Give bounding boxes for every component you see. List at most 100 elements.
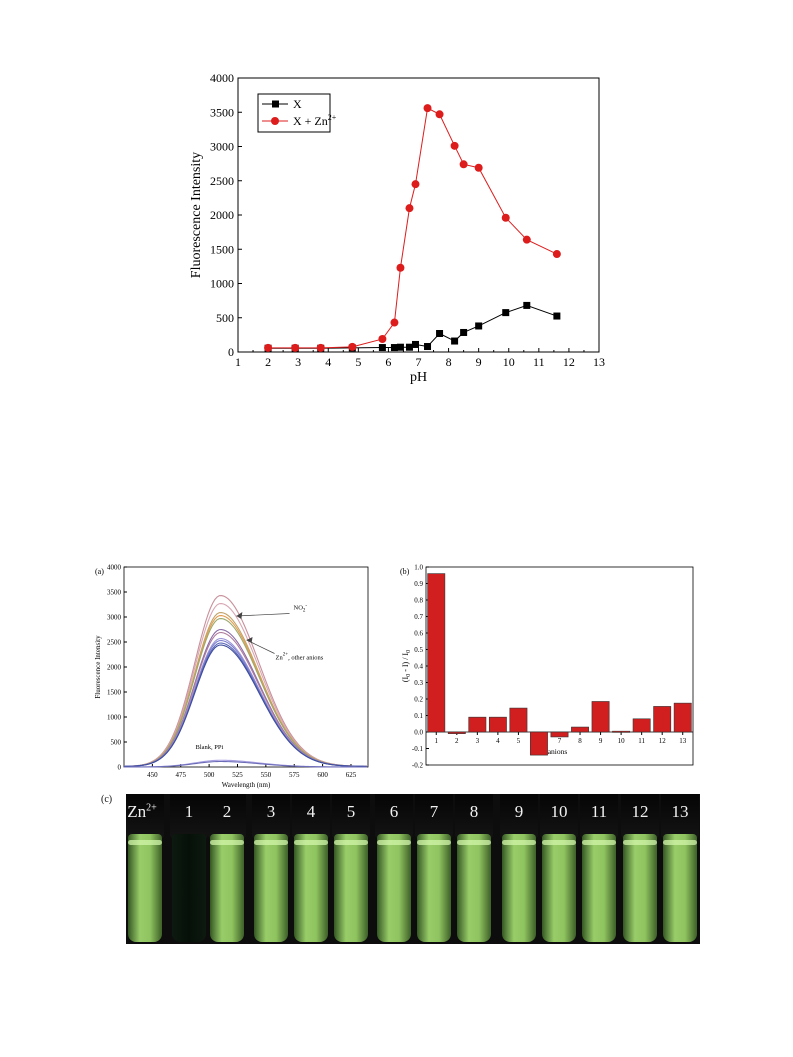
x-axis-label: anions bbox=[548, 747, 568, 756]
spectrum-line-10 bbox=[123, 644, 367, 767]
x-tick-label: 600 bbox=[317, 771, 328, 779]
x-tick-label: 12 bbox=[563, 355, 575, 369]
annotation-arrow bbox=[236, 613, 290, 617]
vial-label: 4 bbox=[306, 802, 316, 821]
x-tick-label: 13 bbox=[679, 737, 687, 745]
vial-label: 10 bbox=[550, 802, 568, 821]
bar bbox=[591, 701, 610, 733]
x-tick-label: 1 bbox=[235, 355, 241, 369]
y-tick-label: 0.7 bbox=[414, 613, 423, 621]
x-tick-label: 8 bbox=[446, 355, 452, 369]
y-axis-label: (I0 - I) / I0 bbox=[401, 650, 412, 682]
bar bbox=[632, 718, 651, 733]
vial-photo: Zn2+ 1 2 3 4 5 6 7 8 9 10 11 12 13 bbox=[126, 794, 700, 944]
data-point bbox=[475, 322, 483, 330]
vial-label: 7 bbox=[429, 802, 439, 821]
data-point bbox=[474, 163, 483, 172]
x-tick-label: 525 bbox=[232, 771, 243, 779]
spectrum-line-9 bbox=[123, 642, 367, 767]
data-point bbox=[523, 301, 531, 309]
data-point bbox=[450, 141, 459, 150]
y-axis-label: Fluorescence Intensity bbox=[189, 152, 204, 278]
vial-13: 13 bbox=[661, 794, 699, 944]
x-tick-label: 11 bbox=[533, 355, 545, 369]
y-tick-label: 2000 bbox=[210, 208, 234, 222]
data-point bbox=[390, 318, 399, 327]
y-tick-label: 3000 bbox=[210, 140, 234, 154]
data-point bbox=[411, 180, 420, 189]
y-tick-label: 0.0 bbox=[414, 729, 423, 737]
annotation-no2: NO2- bbox=[294, 604, 308, 614]
y-tick-label: 0.5 bbox=[414, 646, 423, 654]
y-tick-label: 4000 bbox=[210, 71, 234, 85]
panel-c-label: (c) bbox=[101, 794, 113, 805]
bar bbox=[509, 707, 528, 733]
vial-label: Zn2+ bbox=[127, 802, 157, 821]
y-tick-label: 2000 bbox=[107, 664, 122, 672]
data-point bbox=[291, 343, 300, 352]
x-tick-label: 4 bbox=[325, 355, 331, 369]
emission-spectra-chart: (a) 450 475 500 525 550 575 600 625 0 500 1000 1500 2… bbox=[94, 564, 369, 789]
spectrum-line-5 bbox=[123, 629, 367, 767]
data-point bbox=[435, 110, 444, 119]
y-tick-label: 1.0 bbox=[414, 564, 423, 572]
y-tick-label: 1000 bbox=[107, 714, 122, 722]
x-tick-label: 5 bbox=[355, 355, 361, 369]
y-tick-label: 0.1 bbox=[414, 712, 423, 720]
ph-fluorescence-chart: 1 2 3 4 5 6 7 8 9 10 11 12 1305001000150020002500300… bbox=[189, 71, 605, 385]
vial-11: 11 bbox=[580, 794, 618, 944]
x-tick-label: 2 bbox=[455, 737, 459, 745]
x-tick-label: 13 bbox=[593, 355, 605, 369]
data-point bbox=[553, 312, 561, 320]
x-tick-label: 1 bbox=[435, 737, 439, 745]
y-tick-label: -0.2 bbox=[412, 762, 424, 770]
data-point bbox=[459, 160, 468, 169]
data-point bbox=[405, 204, 414, 213]
data-point bbox=[316, 343, 325, 352]
series-line-1 bbox=[268, 107, 558, 349]
vial-2: 2 bbox=[208, 794, 246, 944]
data-point bbox=[264, 343, 273, 352]
y-tick-label: 0.6 bbox=[414, 630, 423, 638]
vial-label: 8 bbox=[469, 802, 479, 821]
y-axis-label: Fluorescence Intensity bbox=[94, 635, 102, 699]
x-tick-label: 3 bbox=[295, 355, 301, 369]
vial-label: 6 bbox=[389, 802, 399, 821]
data-point bbox=[501, 213, 510, 222]
vial-12: 12 bbox=[621, 794, 659, 944]
y-tick-label: 0 bbox=[228, 345, 234, 359]
data-point bbox=[436, 330, 444, 338]
data-point bbox=[423, 104, 432, 113]
y-tick-label: 1500 bbox=[107, 689, 122, 697]
legend: X X + Zn2+ bbox=[257, 93, 337, 133]
vial-label: 5 bbox=[346, 802, 356, 821]
spectrum-line-12 bbox=[123, 760, 367, 768]
vial-label: 3 bbox=[266, 802, 276, 821]
bar bbox=[488, 716, 507, 733]
vial-7: 7 bbox=[415, 794, 453, 944]
x-axis-label: pH bbox=[410, 370, 427, 385]
bar bbox=[612, 730, 631, 733]
vial-label: 13 bbox=[671, 802, 689, 821]
annotation-blank: Blank, PPi bbox=[195, 744, 223, 751]
y-tick-label: 0.3 bbox=[414, 679, 423, 687]
vial-10: 10 bbox=[540, 794, 578, 944]
x-tick-label: 10 bbox=[503, 355, 515, 369]
data-point bbox=[424, 343, 432, 351]
vial-1: 1 bbox=[170, 794, 208, 944]
data-point bbox=[378, 334, 387, 343]
y-tick-label: 3000 bbox=[107, 614, 122, 622]
y-tick-label: 3500 bbox=[107, 589, 122, 597]
data-point bbox=[502, 309, 510, 317]
y-tick-label: 0.2 bbox=[414, 696, 423, 704]
y-tick-label: 0.9 bbox=[414, 580, 423, 588]
panel-label: (b) bbox=[400, 567, 410, 576]
y-tick-label: 0 bbox=[118, 764, 122, 772]
vial-label: 2 bbox=[222, 802, 232, 821]
bar bbox=[427, 573, 446, 733]
x-tick-label: 11 bbox=[638, 737, 645, 745]
y-tick-label: 500 bbox=[111, 739, 122, 747]
bar bbox=[653, 706, 672, 733]
bar bbox=[571, 726, 589, 733]
x-tick-label: 550 bbox=[261, 771, 272, 779]
